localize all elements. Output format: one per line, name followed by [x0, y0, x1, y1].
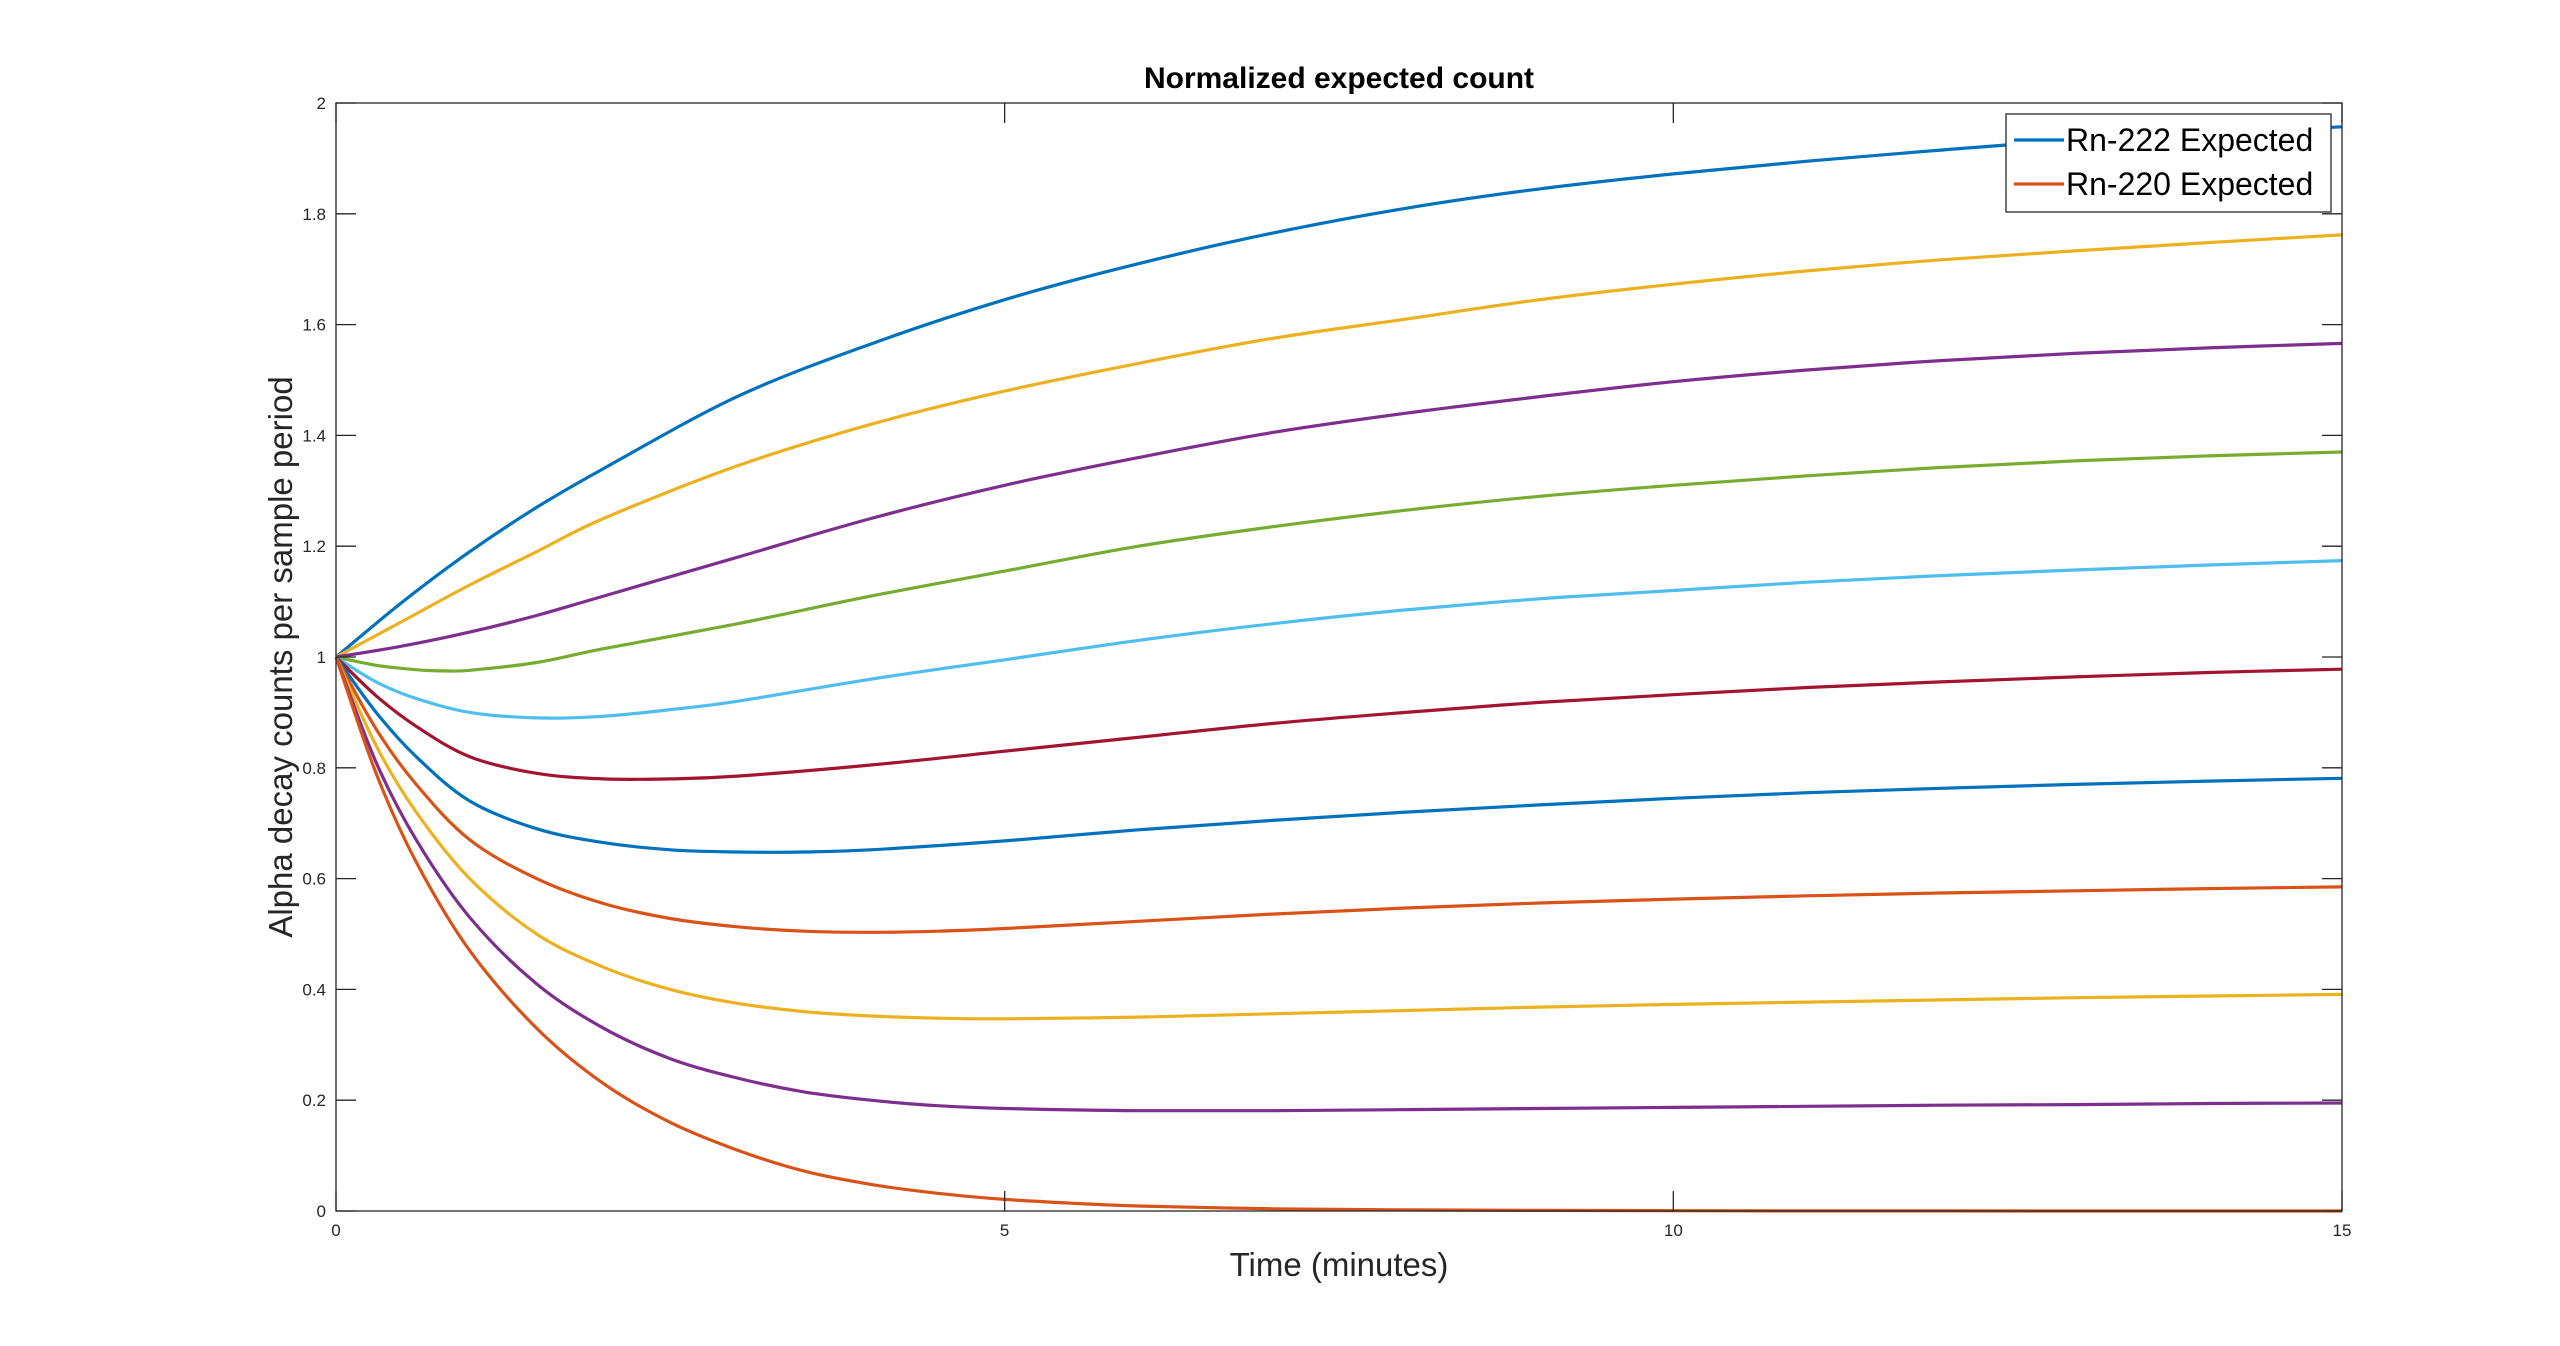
series-line-10 — [334, 656, 2343, 1113]
series-line-8 — [334, 656, 2343, 934]
legend-box — [2005, 113, 2332, 213]
series-line-3 — [335, 341, 2343, 659]
x-axis-label: Time (minutes) — [1230, 1246, 1449, 1283]
series-line-7 — [334, 656, 2343, 854]
plot-area — [336, 103, 2342, 1211]
y-tick-label: 1.8 — [302, 205, 326, 224]
series-line-9 — [334, 656, 2343, 1021]
y-tick-label: 0.2 — [302, 1091, 326, 1110]
y-axis-label: Alpha decay counts per sample period — [262, 376, 299, 937]
legend-label: Rn-222 Expected — [2066, 122, 2313, 158]
y-tick-label: 2 — [317, 94, 326, 113]
y-tick-label: 0.4 — [302, 980, 326, 999]
x-tick-label: 10 — [1664, 1221, 1683, 1240]
legend: Rn-222 Expected Rn-220 Expected — [2005, 113, 2332, 213]
series-line-4 — [335, 450, 2343, 673]
series-line-5 — [335, 559, 2343, 720]
y-tick-label: 1.6 — [302, 316, 326, 335]
axes-layer: 0 5 10 15 0 0.2 0.4 0.6 0.8 1 1.2 1.4 1.6 1.8 2 — [302, 94, 2351, 1240]
y-tick-label: 0 — [317, 1202, 326, 1221]
x-tick-label: 15 — [2333, 1221, 2352, 1240]
y-tick-label: 1 — [317, 648, 326, 667]
y-tick-label: 0.8 — [302, 759, 326, 778]
series-line-6 — [334, 655, 2343, 782]
y-tick-label: 0.6 — [302, 870, 326, 889]
y-tick-label: 1.2 — [302, 537, 326, 556]
chart-title: Normalized expected count — [1144, 62, 1534, 95]
x-tick-label: 5 — [1000, 1221, 1009, 1240]
legend-label: Rn-220 Expected — [2066, 166, 2313, 202]
x-tick-label: 0 — [331, 1221, 340, 1240]
series-line-1 — [334, 125, 2343, 659]
y-tick-label: 1.4 — [302, 426, 326, 445]
series-line-2 — [335, 233, 2343, 659]
